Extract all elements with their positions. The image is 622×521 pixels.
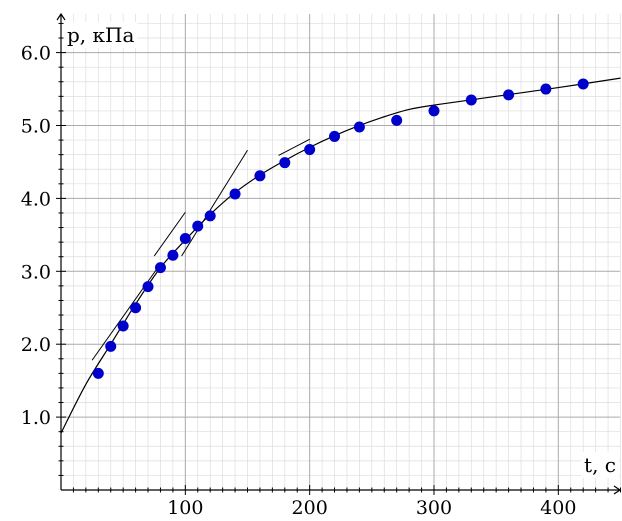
tangent-line [181, 150, 248, 257]
fit-curve-layer [60, 77, 621, 434]
data-point [503, 89, 515, 101]
y-tick-label: 1.0 [21, 407, 51, 429]
x-tick-label: 100 [167, 497, 203, 519]
data-point [353, 121, 365, 133]
tick-labels: 100 200 300 400 1.0 2.0 3.0 4.0 5.0 6.0 [21, 43, 577, 519]
data-point [92, 367, 104, 379]
x-axis-label-background [581, 452, 619, 478]
minor-grid [61, 14, 621, 490]
data-point [254, 170, 266, 182]
data-point [279, 157, 291, 169]
data-point [540, 83, 552, 95]
data-point [142, 281, 154, 293]
fit-curve [60, 77, 621, 434]
major-grid [61, 14, 620, 490]
data-point [154, 262, 166, 274]
data-points [92, 78, 589, 379]
y-tick-label: 3.0 [21, 261, 51, 283]
x-tick-label: 400 [540, 497, 576, 519]
data-point [204, 210, 216, 222]
tangent-line [278, 138, 310, 156]
x-tick-label: 300 [416, 497, 452, 519]
data-point [577, 78, 589, 90]
data-point [192, 220, 204, 232]
x-tick-label: 200 [292, 497, 328, 519]
data-point [428, 105, 440, 117]
data-point [465, 94, 477, 106]
data-point [167, 249, 179, 261]
axes [56, 12, 622, 495]
y-axis-label: p, кПа [67, 23, 134, 47]
y-tick-label: 5.0 [21, 116, 51, 138]
y-tick-label: 4.0 [21, 188, 51, 210]
data-point [391, 114, 403, 126]
data-point [130, 302, 142, 314]
data-point [117, 320, 129, 332]
y-tick-label: 2.0 [21, 334, 51, 356]
data-point [229, 188, 241, 200]
y-axis-arrow [56, 12, 66, 21]
tangent-line [153, 211, 186, 257]
data-point [179, 232, 191, 244]
y-tick-label: 6.0 [21, 43, 51, 65]
y-axis-label-background [64, 22, 138, 48]
data-point [105, 340, 117, 352]
data-point [329, 130, 341, 142]
x-axis-label: t, c [584, 453, 616, 477]
tick-marks [56, 22, 621, 495]
data-point [304, 144, 316, 156]
